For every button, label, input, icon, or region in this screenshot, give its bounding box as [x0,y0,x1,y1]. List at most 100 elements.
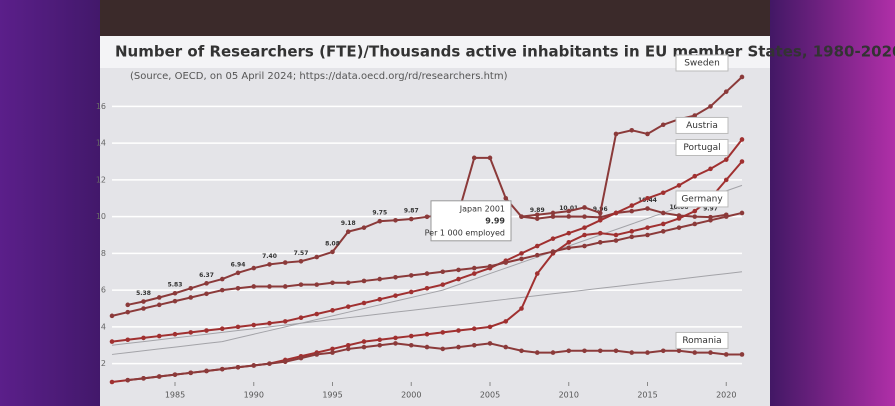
point [456,267,461,273]
point [156,295,162,300]
point [566,348,572,354]
point [282,359,288,365]
point [708,166,713,172]
point [566,214,572,219]
point [267,320,272,326]
series-label-box [675,331,729,349]
point [487,341,493,346]
point [424,214,430,220]
point [330,249,335,255]
point [708,218,713,223]
data-label: 9.75 [372,210,387,217]
point [156,374,162,379]
point [267,262,272,267]
point [314,282,320,287]
series-label: Austria [686,121,718,131]
data-label: 9.87 [404,208,419,215]
point [692,214,698,219]
point [739,137,745,142]
y-tick-label: 12 [96,175,106,184]
point [251,322,257,328]
series-label-box [675,190,729,208]
point [393,293,398,298]
series-label-box [675,139,729,156]
point [487,324,493,330]
point [629,127,635,133]
data-label: 6.94 [231,261,246,268]
point [487,263,493,269]
point [440,282,446,287]
point [251,265,257,271]
point [613,348,619,354]
point [172,331,178,337]
point [377,276,383,282]
point [251,284,257,289]
point [298,282,304,287]
point [235,365,241,370]
point [345,229,351,234]
point [645,195,650,201]
point [550,210,556,216]
point [629,234,635,240]
point [393,274,398,280]
x-tick-label: 1990 [244,391,264,400]
point [440,346,446,352]
slide-top [100,0,770,36]
y-tick-label: 8 [101,249,106,258]
point [219,287,225,293]
point [613,131,619,137]
point [172,372,178,377]
point [361,225,367,230]
point [582,243,587,249]
point [267,284,272,289]
series-label: Sweden [684,58,720,68]
chart-title: Number of Researchers (FTE)/Thousands ac… [115,43,895,61]
point [723,352,729,357]
point [629,350,635,355]
point [597,348,603,354]
point [645,225,650,230]
series-line [111,184,743,355]
data-label: 9.18 [341,220,356,227]
point [156,302,162,308]
point [251,363,257,368]
point [408,216,414,222]
point [219,276,225,282]
point [503,195,509,201]
y-tick-label: 10 [96,212,106,221]
point [723,89,729,94]
point [204,368,209,374]
point [456,276,461,282]
point [377,297,383,302]
point [424,285,430,291]
point [613,232,619,238]
series-label-box [675,116,729,134]
point [172,298,178,304]
point [361,339,367,344]
point [676,216,682,221]
point [314,254,320,260]
point [566,240,572,245]
data-label: 8.08 [325,240,340,247]
point [219,326,225,332]
annotation-box [430,200,512,242]
point [298,355,304,361]
point [519,251,524,256]
point [550,350,556,355]
point [660,190,666,196]
point [645,232,650,238]
point [550,249,556,254]
point [471,265,477,271]
point [739,210,745,216]
point [267,361,272,366]
point [424,344,430,350]
point [534,350,540,355]
point [708,350,713,355]
annotation-text: Japan 2001 [459,204,505,213]
point [534,212,540,218]
point [519,256,524,262]
data-label: 10.01 [559,205,578,212]
series-label: Portugal [683,143,720,153]
